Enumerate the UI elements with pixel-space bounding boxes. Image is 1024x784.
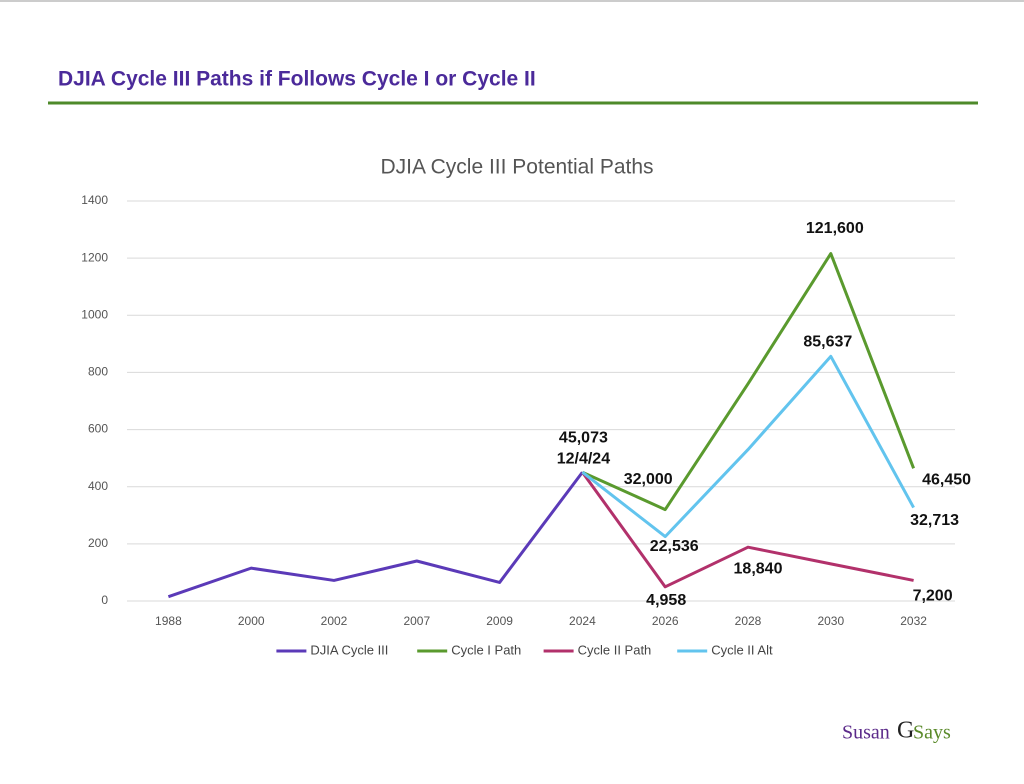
- y-tick-label: 800: [88, 365, 108, 379]
- data-label: 22,536: [650, 538, 699, 555]
- data-label: 85,637: [803, 334, 852, 351]
- x-tick-label: 1988: [155, 614, 182, 628]
- annotation: 12/4/24: [557, 450, 610, 467]
- x-tick-label: 2030: [817, 614, 844, 628]
- series-line: [581, 252, 915, 512]
- logo: Susan G Says: [842, 718, 951, 744]
- legend-label: Cycle I Path: [451, 642, 521, 657]
- chart-title: DJIA Cycle III Potential Paths: [380, 156, 653, 179]
- logo-text: Says: [913, 722, 951, 744]
- data-label: 32,000: [624, 471, 673, 488]
- plot: 0 200 400 600 800 1000 1200 1400 1988 2000 2002 200…: [81, 193, 971, 657]
- data-label: 7,200: [913, 588, 953, 605]
- data-label: 121,600: [806, 220, 864, 237]
- y-tick-label: 1400: [81, 193, 108, 207]
- series-line: [167, 471, 584, 599]
- x-tick-label: 2028: [735, 614, 762, 628]
- x-tick-label: 2002: [321, 614, 348, 628]
- y-tick-label: 0: [101, 593, 108, 607]
- x-tick-label: 2024: [569, 614, 596, 628]
- data-label: 4,958: [646, 592, 686, 609]
- y-tick-label: 400: [88, 479, 108, 493]
- y-tick-label: 1000: [81, 307, 108, 321]
- y-tick-label: 200: [88, 536, 108, 550]
- logo-text: Susan: [842, 722, 890, 744]
- x-tick-label: 2009: [486, 614, 513, 628]
- series-line: [581, 354, 915, 539]
- series-line: [581, 471, 914, 589]
- y-tick-label: 600: [88, 422, 108, 436]
- slide-title: DJIA Cycle III Paths if Follows Cycle I …: [58, 68, 536, 91]
- x-tick-label: 2032: [900, 614, 927, 628]
- y-tick-label: 1200: [81, 250, 108, 264]
- data-label: 46,450: [922, 472, 971, 489]
- legend-label: Cycle II Path: [578, 642, 652, 657]
- legend-label: DJIA Cycle III: [310, 642, 388, 657]
- legend-label: Cycle II Alt: [711, 642, 773, 657]
- x-tick-label: 2007: [403, 614, 430, 628]
- logo-text: G: [897, 718, 914, 744]
- data-label: 32,713: [910, 512, 959, 529]
- data-label: 45,073: [559, 429, 608, 446]
- x-tick-label: 2000: [238, 614, 265, 628]
- x-tick-label: 2026: [652, 614, 679, 628]
- data-label: 18,840: [734, 560, 783, 577]
